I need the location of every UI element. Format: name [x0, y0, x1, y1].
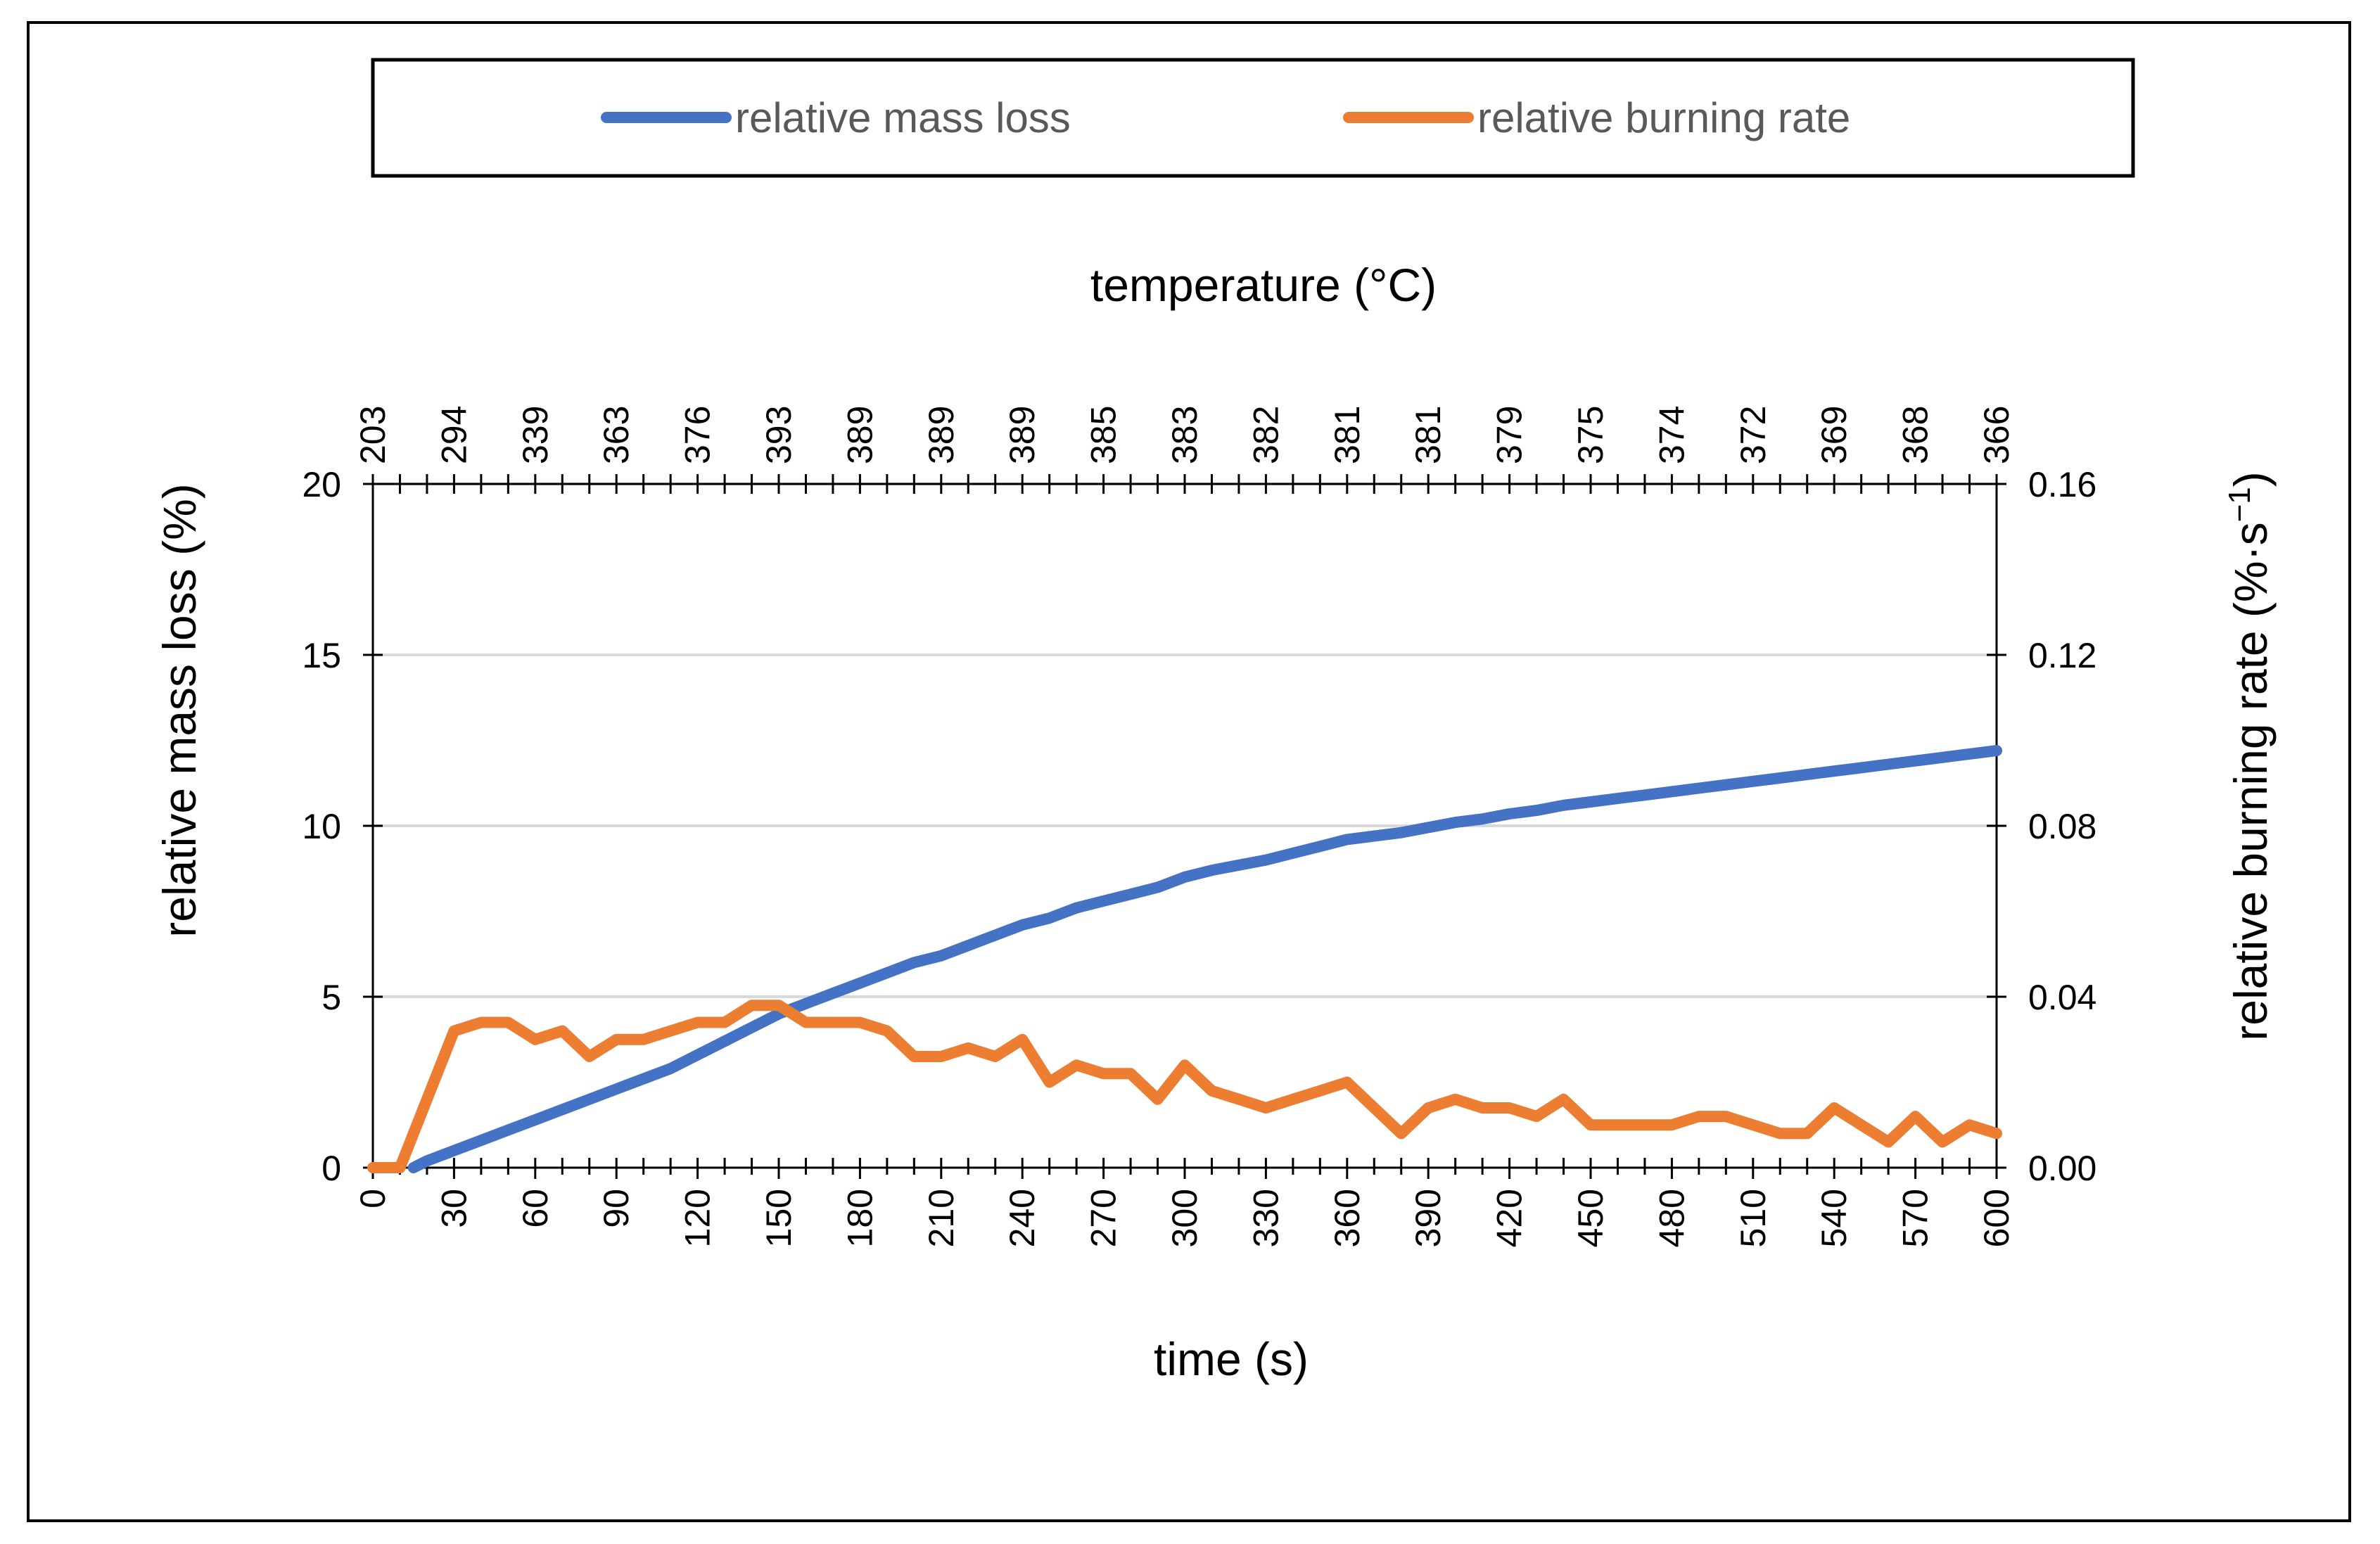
- legend: relative mass loss relative burning rate: [371, 58, 2135, 178]
- x2-tick-label: 382: [1246, 406, 1285, 464]
- y-tick-label: 10: [302, 807, 341, 846]
- x-tick-label: 570: [1896, 1189, 1935, 1247]
- x2-tick-label: 368: [1896, 406, 1935, 464]
- x-tick-label: 240: [1003, 1189, 1042, 1247]
- x2-tick-label: 376: [678, 406, 718, 464]
- x-tick-label: 480: [1652, 1189, 1691, 1247]
- y2-tick-label: 0.00: [2028, 1149, 2096, 1188]
- x-tick-label: 0: [353, 1189, 393, 1208]
- x2-tick-label: 374: [1652, 406, 1691, 464]
- x-tick-label: 390: [1408, 1189, 1448, 1247]
- y-axis-title: relative mass loss (%): [153, 483, 205, 937]
- x-tick-label: 60: [516, 1189, 555, 1228]
- x-tick-label: 600: [1977, 1189, 2016, 1247]
- tick-labels: 0 30 60 90 120 150 180 210 240 270 300 330 360 390 420…: [302, 406, 2096, 1248]
- x-tick-label: 210: [922, 1189, 961, 1247]
- y2-tick-label: 0.04: [2028, 978, 2096, 1017]
- y2-axis-title: relative burning rate (%·s−1): [2222, 471, 2277, 1040]
- x-tick-label: 450: [1571, 1189, 1610, 1247]
- legend-label-burning-rate: relative burning rate: [1477, 94, 1850, 141]
- y2-tick-label: 0.12: [2028, 636, 2096, 675]
- x2-tick-label: 393: [759, 406, 798, 464]
- axes: [363, 474, 2006, 1179]
- x-tick-label: 180: [840, 1189, 879, 1247]
- series-lines: [367, 745, 2002, 1173]
- y-tick-label: 5: [322, 978, 341, 1017]
- x2-tick-label: 203: [353, 406, 393, 464]
- x2-tick-label: 381: [1408, 406, 1448, 464]
- x-tick-label: 540: [1814, 1189, 1854, 1247]
- series-line-mass-loss: [407, 745, 2002, 1173]
- chart-area-border: [27, 21, 2351, 1522]
- x2-tick-label: 379: [1490, 406, 1529, 464]
- series-line-burning-rate: [367, 1000, 2002, 1173]
- y-tick-label: 20: [302, 465, 341, 504]
- x2-tick-label: 389: [840, 406, 879, 464]
- x2-axis-title: temperature (°C): [1090, 259, 1437, 311]
- x-tick-label: 330: [1246, 1189, 1285, 1247]
- x2-tick-label: 366: [1977, 406, 2016, 464]
- x2-tick-label: 383: [1165, 406, 1204, 464]
- x-tick-label: 150: [759, 1189, 798, 1247]
- x-tick-label: 360: [1328, 1189, 1367, 1247]
- x2-tick-label: 389: [922, 406, 961, 464]
- x-axis-title: time (s): [1154, 1333, 1309, 1385]
- x-tick-label: 270: [1084, 1189, 1124, 1247]
- x2-tick-label: 294: [434, 406, 473, 464]
- y-tick-label: 0: [322, 1149, 341, 1188]
- x2-tick-label: 369: [1814, 406, 1854, 464]
- x-tick-label: 510: [1733, 1189, 1773, 1247]
- x2-tick-label: 372: [1733, 406, 1773, 464]
- x-tick-label: 90: [597, 1189, 636, 1228]
- x-tick-label: 300: [1165, 1189, 1204, 1247]
- x2-tick-label: 389: [1003, 406, 1042, 464]
- x2-tick-label: 385: [1084, 406, 1124, 464]
- x2-tick-label: 381: [1328, 406, 1367, 464]
- legend-label-mass-loss: relative mass loss: [735, 94, 1071, 141]
- x2-tick-label: 375: [1571, 406, 1610, 464]
- x2-tick-label: 339: [516, 406, 555, 464]
- x-tick-label: 120: [678, 1189, 718, 1247]
- x-tick-label: 30: [434, 1189, 473, 1228]
- x-tick-label: 420: [1490, 1189, 1529, 1247]
- y2-tick-label: 0.16: [2028, 465, 2096, 504]
- y-tick-label: 15: [302, 636, 341, 675]
- y2-tick-label: 0.08: [2028, 807, 2096, 846]
- x2-tick-label: 363: [597, 406, 636, 464]
